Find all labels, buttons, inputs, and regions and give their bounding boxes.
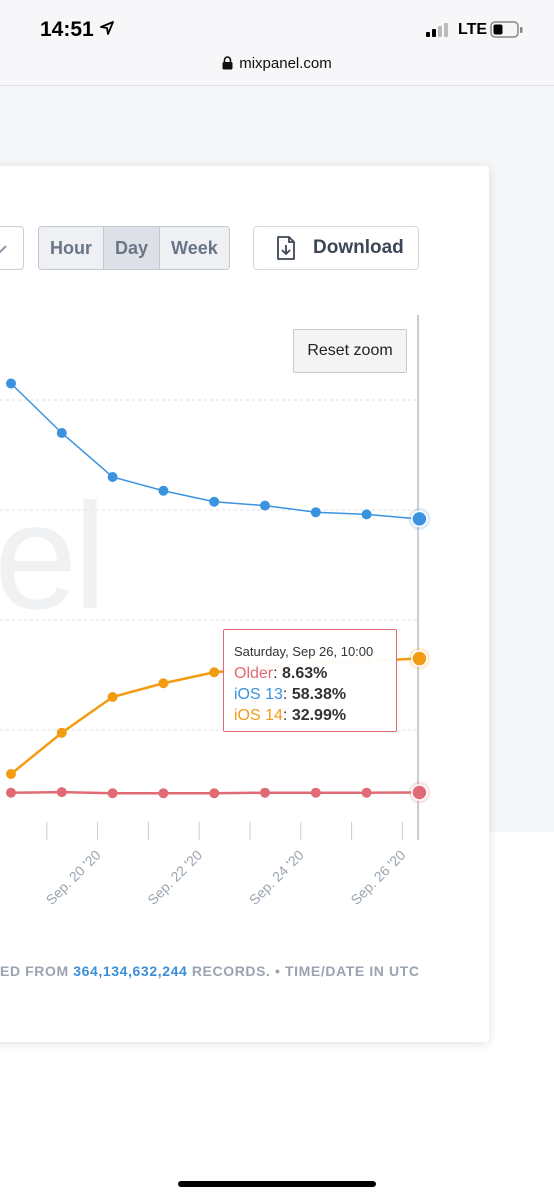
x-tick-label: Sep. 26 '20 [347,847,408,908]
data-point [6,787,16,798]
granularity-toggle: Hour Day Week [38,226,230,270]
day-button[interactable]: Day [104,227,161,269]
status-bar: 14:51 LTE [0,0,554,48]
data-point [56,428,67,438]
data-point [158,485,169,496]
tooltip-row-ios13: iOS 13: 58.38% [234,686,347,703]
data-point [310,787,321,798]
data-point [56,727,67,738]
tooltip-series-name: Older [234,665,274,682]
chart-tooltip: Saturday, Sep 26, 10:00 Older: 8.63% iOS… [223,629,397,732]
data-point [158,678,169,689]
tooltip-series-value: 32.99% [291,707,347,724]
reset-zoom-button[interactable]: Reset zoom [293,329,407,373]
data-point [107,472,118,482]
records-footer: ED FROM 364,134,632,244 RECORDS. • TIME/… [0,963,420,979]
tooltip-series-name: iOS 13 [234,686,283,703]
download-file-icon [277,236,295,260]
status-time: 14:51 [40,18,94,41]
location-arrow-icon [100,21,114,35]
data-point [209,667,220,678]
data-point [260,500,270,511]
week-button[interactable]: Week [160,227,229,269]
records-count: 364,134,632,244 [73,963,188,979]
x-tick-label: Sep. 24 '20 [246,847,307,908]
data-point [107,692,118,702]
data-point-highlight [411,650,428,667]
line-chart[interactable]: Sep. 20 '20 Sep. 22 '20 Sep. 24 '20 Sep. 26… [0,300,489,940]
watermark-text: el [0,472,107,640]
x-tick-label: Sep. 20 '20 [43,847,104,908]
report-card [0,166,489,1042]
dropdown-partial[interactable] [0,226,24,270]
tooltip-series-value: 8.63% [282,665,328,682]
tooltip-series-name: iOS 14 [234,707,283,724]
network-type: LTE [458,21,488,38]
data-point [158,788,169,799]
data-point [310,507,321,518]
tooltip-header: Saturday, Sep 26, 10:00 [234,644,374,659]
home-indicator [178,1181,376,1187]
address-bar[interactable]: mixpanel.com [0,48,554,86]
data-point-highlight [411,784,428,801]
data-point [107,788,118,799]
footer-prefix: ED FROM [0,963,74,979]
data-point [361,509,372,520]
url-text: mixpanel.com [239,55,332,72]
tooltip-row-older: Older: 8.63% [234,665,328,682]
cellular-signal-icon [426,23,448,37]
data-point [260,787,270,798]
footer-suffix: RECORDS. • TIME/DATE IN UTC [187,963,420,979]
chevron-down-icon [0,245,7,254]
hour-button[interactable]: Hour [39,227,104,269]
data-point [56,787,67,798]
data-point-highlight [411,510,428,528]
tooltip-series-value: 58.38% [291,686,347,703]
download-button[interactable]: Download [253,226,419,270]
x-tick-label: Sep. 22 '20 [144,847,205,908]
download-label: Download [313,237,404,258]
data-point [6,378,16,389]
tooltip-row-ios14: iOS 14: 32.99% [234,707,347,724]
data-point [6,769,16,779]
battery-icon [490,21,523,38]
data-point [209,496,220,507]
data-point [209,788,220,799]
lock-icon [222,56,233,70]
data-point [361,787,372,798]
